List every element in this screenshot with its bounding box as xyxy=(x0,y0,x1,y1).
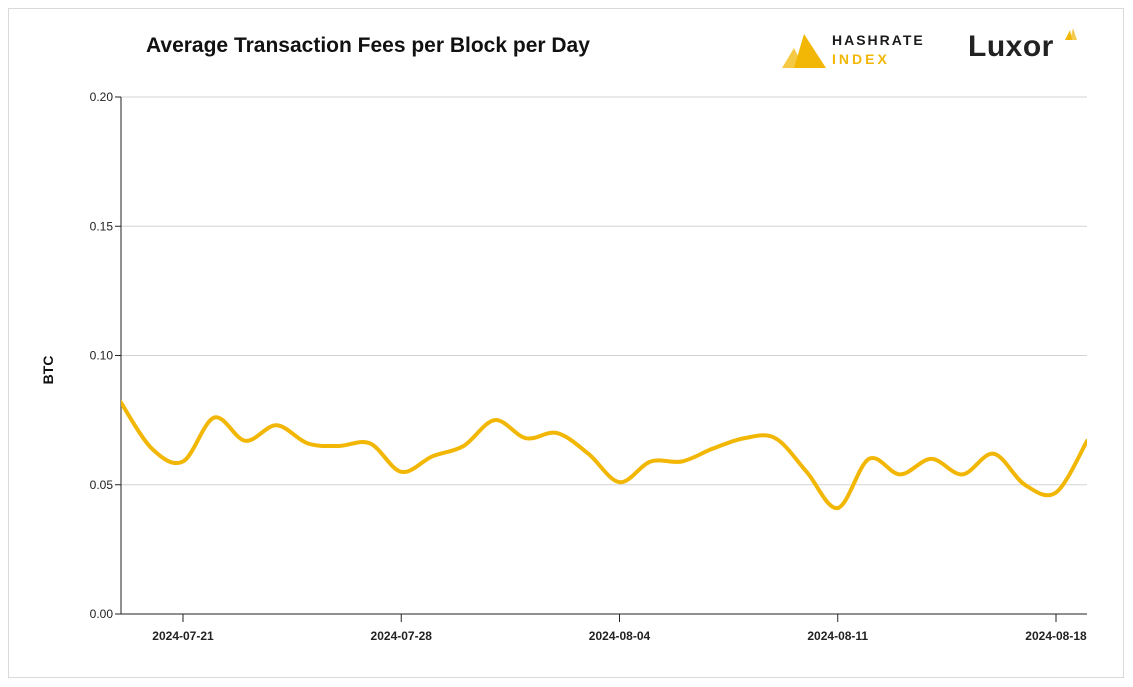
y-axis-ticks: 0.00 0.05 0.10 0.15 0.20 xyxy=(90,90,121,621)
x-tick-label: 2024-08-11 xyxy=(807,629,868,643)
y-tick-label: 0.20 xyxy=(90,90,114,104)
gridlines xyxy=(121,96,1087,486)
y-axis-label: BTC xyxy=(40,356,56,385)
y-tick-label: 0.15 xyxy=(90,219,114,233)
x-axis-ticks: 2024-07-21 2024-07-28 2024-08-04 2024-08-11… xyxy=(152,614,1087,643)
x-tick-label: 2024-08-18 xyxy=(1025,629,1087,643)
x-tick-label: 2024-07-28 xyxy=(371,629,433,643)
hashrate-index-logo: HASHRATE INDEX xyxy=(782,30,942,74)
index-logo-text: INDEX xyxy=(832,51,890,67)
y-tick-label: 0.05 xyxy=(90,478,114,492)
chart-frame xyxy=(8,8,1124,678)
luxor-logo-text: Luxor xyxy=(968,30,1054,63)
luxor-logo: Luxor xyxy=(968,28,1088,72)
x-tick-label: 2024-07-21 xyxy=(152,629,214,643)
x-tick-label: 2024-08-04 xyxy=(589,629,651,643)
series-line xyxy=(121,400,1087,511)
series-group xyxy=(121,400,1087,511)
chart-title: Average Transaction Fees per Block per D… xyxy=(146,34,590,57)
hashrate-index-logo-icon xyxy=(782,34,826,68)
luxor-logo-mark-icon xyxy=(1065,28,1077,40)
y-tick-label: 0.10 xyxy=(90,349,114,363)
hashrate-logo-text: HASHRATE xyxy=(832,32,925,48)
y-tick-label: 0.00 xyxy=(90,607,114,621)
